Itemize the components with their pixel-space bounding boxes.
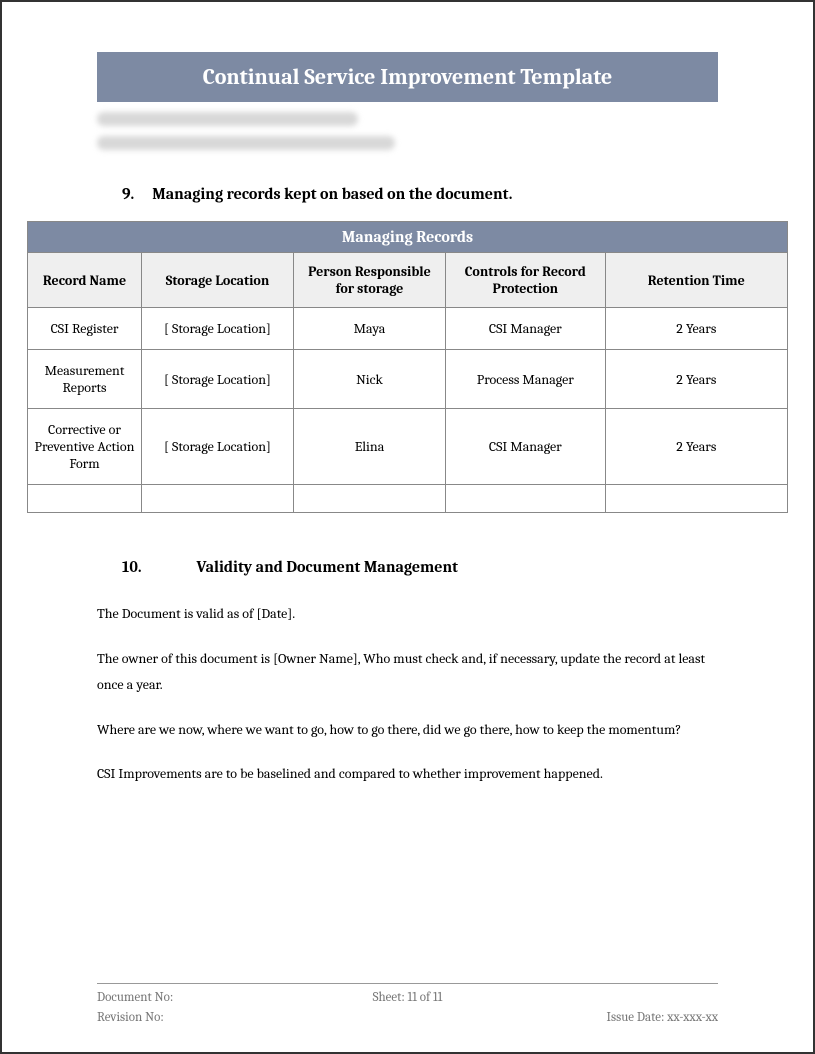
table-cell: [142, 485, 294, 513]
footer-row: Revision No: Issue Date: xx-xxx-xx: [97, 1008, 718, 1028]
footer-divider: [97, 983, 718, 984]
table-cell: [ Storage Location]: [142, 350, 294, 409]
table-cell: [ Storage Location]: [142, 308, 294, 350]
table-cell: 2 Years: [605, 308, 787, 350]
managing-records-table: Managing Records Record Name Storage Loc…: [27, 221, 788, 513]
table-cell: [446, 485, 606, 513]
table-header: Controls for Record Protection: [446, 253, 606, 308]
page-footer: Document No: Sheet: 11 of 11 Revision No…: [97, 983, 718, 1027]
table-cell: Nick: [294, 350, 446, 409]
footer-row: Document No: Sheet: 11 of 11: [97, 988, 718, 1008]
document-no-label: Document No:: [97, 988, 173, 1008]
blurred-line: [97, 136, 395, 150]
section-title: Validity and Document Management: [197, 558, 458, 576]
blurred-content: [97, 112, 718, 150]
blurred-line: [97, 112, 358, 126]
body-paragraph: The Document is valid as of [Date].: [97, 601, 718, 628]
section-number: 9.: [122, 185, 134, 203]
page-title-banner: Continual Service Improvement Template: [97, 52, 718, 102]
table-cell: Process Manager: [446, 350, 606, 409]
section-10-heading: 10. Validity and Document Management: [122, 558, 788, 576]
table-cell: [294, 485, 446, 513]
table-cell: Corrective or Preventive Action Form: [28, 409, 142, 485]
table-row: Measurement Reports [ Storage Location] …: [28, 350, 788, 409]
table-cell: [ Storage Location]: [142, 409, 294, 485]
table-header: Record Name: [28, 253, 142, 308]
body-paragraph: The owner of this document is [Owner Nam…: [97, 646, 718, 699]
document-page: Continual Service Improvement Template 9…: [2, 2, 813, 1052]
issue-date: Issue Date: xx-xxx-xx: [607, 1008, 718, 1028]
table-title: Managing Records: [28, 222, 788, 253]
table-row: CSI Register [ Storage Location] Maya CS…: [28, 308, 788, 350]
table-header-row: Record Name Storage Location Person Resp…: [28, 253, 788, 308]
section-title: Managing records kept on based on the do…: [152, 185, 512, 203]
body-paragraph: CSI Improvements are to be baselined and…: [97, 761, 718, 788]
table-cell: 2 Years: [605, 350, 787, 409]
table-cell: CSI Manager: [446, 409, 606, 485]
table-row: Corrective or Preventive Action Form [ S…: [28, 409, 788, 485]
table-header: Retention Time: [605, 253, 787, 308]
section-number: 10.: [122, 558, 142, 576]
table-cell: [28, 485, 142, 513]
table-cell: CSI Register: [28, 308, 142, 350]
table-cell: Maya: [294, 308, 446, 350]
table-cell: Measurement Reports: [28, 350, 142, 409]
body-content: The Document is valid as of [Date]. The …: [97, 601, 718, 788]
section-9-heading: 9. Managing records kept on based on the …: [122, 185, 788, 203]
body-paragraph: Where are we now, where we want to go, h…: [97, 717, 718, 744]
table-cell: CSI Manager: [446, 308, 606, 350]
table-cell: [605, 485, 787, 513]
table-cell: 2 Years: [605, 409, 787, 485]
table-cell: Elina: [294, 409, 446, 485]
table-header: Person Responsible for storage: [294, 253, 446, 308]
table-row-empty: [28, 485, 788, 513]
sheet-number: Sheet: 11 of 11: [373, 988, 443, 1008]
table-header: Storage Location: [142, 253, 294, 308]
revision-no-label: Revision No:: [97, 1008, 164, 1028]
